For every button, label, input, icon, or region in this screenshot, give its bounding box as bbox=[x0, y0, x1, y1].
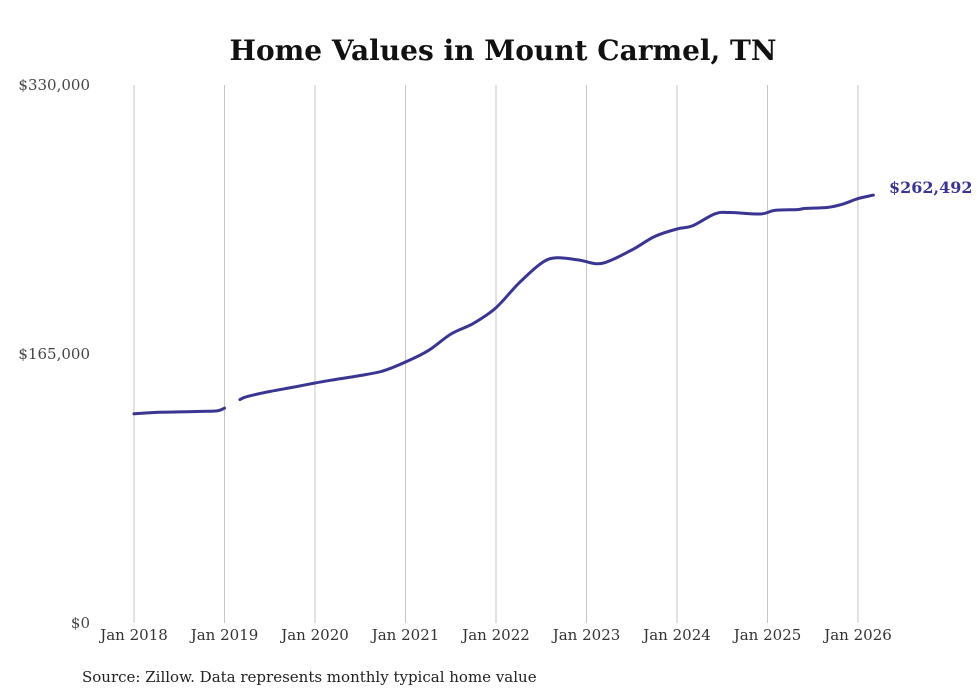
grid-lines bbox=[133, 85, 859, 623]
y-tick-label: $330,000 bbox=[18, 76, 90, 94]
x-tick-label: Jan 2022 bbox=[460, 626, 530, 644]
x-tick-label: Jan 2021 bbox=[370, 626, 440, 644]
series-typical-home-value bbox=[132, 193, 875, 416]
x-tick-label: Jan 2024 bbox=[641, 626, 711, 644]
y-tick-label: $0 bbox=[71, 614, 90, 632]
end-value-label: $262,492 bbox=[889, 178, 973, 197]
x-tick-label: Jan 2019 bbox=[189, 626, 259, 644]
x-tick-label: Jan 2018 bbox=[98, 626, 168, 644]
y-axis-tick-labels: $0 $165,000 $330,000 bbox=[18, 76, 90, 632]
x-axis-tick-labels: Jan 2018 Jan 2019 Jan 2020 Jan 2021 Jan 2022… bbox=[98, 626, 892, 644]
x-tick-label: Jan 2023 bbox=[551, 626, 621, 644]
chart-title: Home Values in Mount Carmel, TN bbox=[230, 34, 777, 67]
y-tick-label: $165,000 bbox=[18, 345, 90, 363]
x-tick-label: Jan 2025 bbox=[732, 626, 802, 644]
source-note: Source: Zillow. Data represents monthly … bbox=[82, 668, 537, 686]
series-line-segment-1 bbox=[238, 193, 875, 402]
series-line-segment-0 bbox=[132, 406, 226, 416]
x-tick-label: Jan 2026 bbox=[822, 626, 892, 644]
x-tick-label: Jan 2020 bbox=[279, 626, 349, 644]
